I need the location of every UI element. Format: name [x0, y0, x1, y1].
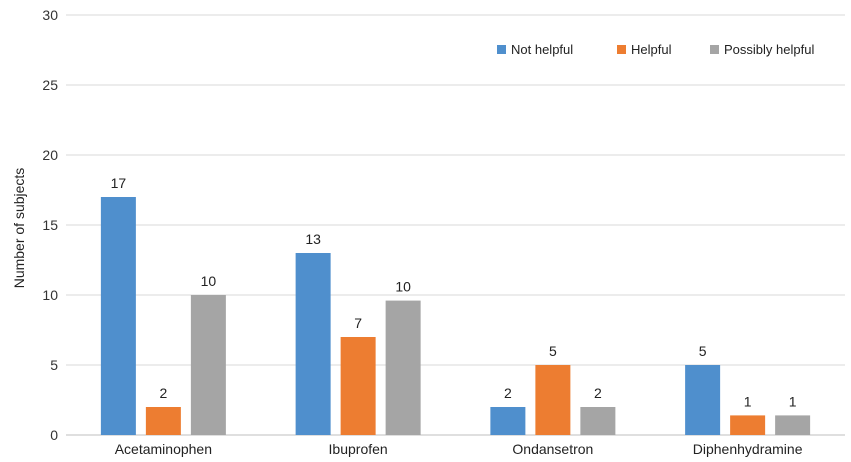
bars [101, 197, 810, 435]
bar-ibuprofen-helpful [341, 337, 376, 435]
legend-label: Helpful [631, 42, 672, 57]
bar-ibuprofen-not-helpful [296, 253, 331, 435]
bar-acetaminophen-possibly-helpful [191, 295, 226, 435]
data-label: 2 [504, 385, 512, 401]
y-tick-label: 30 [42, 7, 58, 23]
data-label: 2 [159, 385, 167, 401]
data-label: 1 [744, 393, 752, 409]
y-tick-label: 25 [42, 77, 58, 93]
x-category-label: Acetaminophen [115, 441, 212, 457]
bar-acetaminophen-helpful [146, 407, 181, 435]
data-label: 17 [111, 175, 127, 191]
y-tick-label: 0 [50, 427, 58, 443]
bar-ondansetron-helpful [535, 365, 570, 435]
bar-diphenhydramine-not-helpful [685, 365, 720, 435]
data-label: 7 [354, 315, 362, 331]
x-category-label: Ibuprofen [329, 441, 388, 457]
bar-diphenhydramine-helpful [730, 415, 765, 435]
bar-ondansetron-not-helpful [490, 407, 525, 435]
y-tick-label: 5 [50, 357, 58, 373]
x-category-label: Ondansetron [512, 441, 593, 457]
legend-swatch-not-helpful [497, 45, 506, 54]
legend-swatch-helpful [617, 45, 626, 54]
bar-ondansetron-possibly-helpful [580, 407, 615, 435]
legend-label: Possibly helpful [724, 42, 814, 57]
gridlines [66, 15, 845, 435]
legend-swatch-possibly-helpful [710, 45, 719, 54]
x-category-label: Diphenhydramine [693, 441, 803, 457]
legend-label: Not helpful [511, 42, 573, 57]
legend: Not helpful Helpful Possibly helpful [497, 42, 814, 57]
bar-acetaminophen-not-helpful [101, 197, 136, 435]
data-label: 13 [305, 231, 321, 247]
data-label: 5 [549, 343, 557, 359]
y-tick-label: 20 [42, 147, 58, 163]
data-label: 10 [201, 273, 217, 289]
bar-diphenhydramine-possibly-helpful [775, 415, 810, 435]
data-label: 2 [594, 385, 602, 401]
data-label: 10 [395, 279, 411, 295]
y-axis-ticks: 0 5 10 15 20 25 30 [42, 7, 58, 443]
data-label: 1 [789, 393, 797, 409]
y-tick-label: 10 [42, 287, 58, 303]
y-axis-title: Number of subjects [11, 168, 27, 289]
data-label: 5 [699, 343, 707, 359]
bar-ibuprofen-possibly-helpful [386, 301, 421, 435]
x-axis-categories: Acetaminophen Ibuprofen Ondansetron Diphenh… [115, 441, 803, 457]
y-tick-label: 15 [42, 217, 58, 233]
